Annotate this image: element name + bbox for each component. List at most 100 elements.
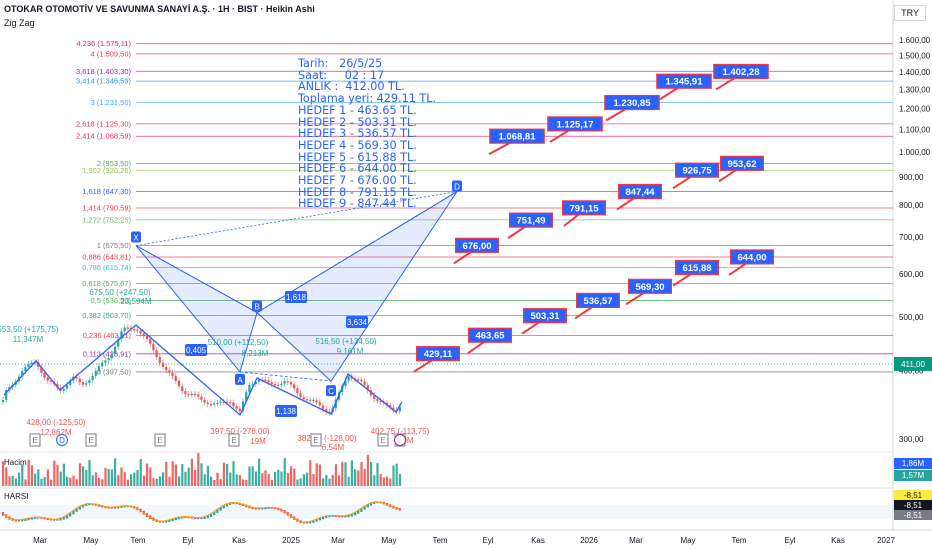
last-price-label: 411,00 xyxy=(901,360,925,369)
volume-bar xyxy=(18,472,21,486)
candle-body xyxy=(187,394,190,396)
volume-bar xyxy=(107,469,110,486)
osc-candle xyxy=(219,506,222,511)
y-tick-label: 500,00 xyxy=(899,313,924,322)
x-tick-label: Tem xyxy=(731,536,746,545)
candle-body xyxy=(190,393,193,396)
volume-bar xyxy=(395,463,398,486)
osc-candle xyxy=(158,520,161,523)
candle-body xyxy=(184,390,187,395)
volume-value: 1,57M xyxy=(902,471,925,480)
candle-body xyxy=(142,333,145,336)
volume-bar xyxy=(350,460,353,486)
volume-bar xyxy=(104,468,107,486)
currency-button[interactable]: TRY xyxy=(894,5,926,21)
candle-body xyxy=(315,400,318,403)
volume-bar xyxy=(62,463,65,486)
volume-bar xyxy=(325,474,328,486)
candle-body xyxy=(232,402,235,407)
volume-bar xyxy=(283,458,286,486)
volume-bar xyxy=(34,473,37,486)
volume-bar xyxy=(344,462,347,486)
candle-body xyxy=(145,335,149,339)
candle-body xyxy=(81,382,85,385)
candle-body xyxy=(149,338,152,344)
candle-body xyxy=(373,395,376,399)
volume-bar xyxy=(213,479,216,486)
volume-bar xyxy=(37,469,40,486)
osc-candle xyxy=(171,518,174,522)
osc-candle xyxy=(347,515,350,518)
target-badge xyxy=(674,162,719,178)
volume-bar xyxy=(8,476,11,486)
volume-bar xyxy=(82,466,85,486)
osc-candle xyxy=(177,516,181,520)
x-tick-label: May xyxy=(381,536,396,545)
pivot-label: X xyxy=(133,234,139,243)
osc-candle xyxy=(200,517,203,520)
candle-body xyxy=(113,346,117,354)
candle-body xyxy=(165,366,168,371)
volume-bar xyxy=(370,461,373,486)
candle-body xyxy=(296,388,299,394)
pivot-label: C xyxy=(328,387,334,396)
osc-candle xyxy=(193,517,197,519)
volume-bar xyxy=(229,472,232,486)
candle-body xyxy=(168,370,171,373)
fib-label: 3,414 (1.346,59) xyxy=(76,77,132,86)
pivot-label: B xyxy=(254,303,259,312)
candle-body xyxy=(241,401,245,412)
volume-bar xyxy=(110,469,113,486)
volume-bar xyxy=(174,464,177,486)
volume-bar xyxy=(354,469,357,486)
info-line-9: HEDEF 6 - 644.00 TL. xyxy=(298,162,417,176)
candle-body xyxy=(203,399,206,403)
indicator-label[interactable]: Zig Zag xyxy=(4,18,35,28)
osc-candle xyxy=(369,502,373,506)
candle-body xyxy=(46,377,49,381)
volume-bar xyxy=(53,460,56,486)
ratio-badge xyxy=(275,405,297,417)
osc-value: -8,51 xyxy=(904,501,923,510)
candle-body xyxy=(299,393,302,398)
volume-bar xyxy=(302,474,305,486)
target-badge xyxy=(617,183,662,200)
volume-bar xyxy=(94,472,97,486)
fib-label: 0,786 (615,74) xyxy=(82,263,131,272)
volume-bar xyxy=(190,458,193,486)
osc-candle xyxy=(264,507,267,510)
candle-body xyxy=(222,401,225,403)
candle-body xyxy=(257,379,261,382)
flash-marker xyxy=(394,434,406,446)
osc-badge xyxy=(894,490,932,500)
candle-body xyxy=(312,399,315,401)
volume-bar xyxy=(248,466,251,486)
y-tick-label: 800,00 xyxy=(899,201,924,210)
target-badge xyxy=(575,292,620,309)
candle-body xyxy=(280,383,283,385)
annotation-label: 8,213M xyxy=(242,349,269,358)
candle-body xyxy=(216,402,219,405)
osc-candle xyxy=(120,505,123,508)
osc-candle xyxy=(53,519,56,521)
candle-body xyxy=(293,384,296,389)
target-label: 1.230,85 xyxy=(614,98,652,109)
osc-candle xyxy=(107,506,110,509)
x-tick-label: 2027 xyxy=(877,536,895,545)
osc-candle xyxy=(174,517,177,521)
candle-body xyxy=(78,378,81,383)
target-label: 953,62 xyxy=(727,159,756,170)
osc-candle xyxy=(225,503,229,507)
osc-candle xyxy=(81,504,85,508)
candle-body xyxy=(309,399,312,401)
candle-body xyxy=(133,328,136,331)
volume-bar xyxy=(24,479,27,486)
candle-body xyxy=(177,380,181,387)
volume-bar xyxy=(347,476,350,486)
volume-bar xyxy=(293,468,296,486)
volume-bar xyxy=(197,452,200,486)
fib-label: 0,236 (463,11) xyxy=(83,331,132,340)
earnings-marker xyxy=(228,433,240,447)
annotation-label: 428,00 (-125,50) xyxy=(26,418,85,427)
